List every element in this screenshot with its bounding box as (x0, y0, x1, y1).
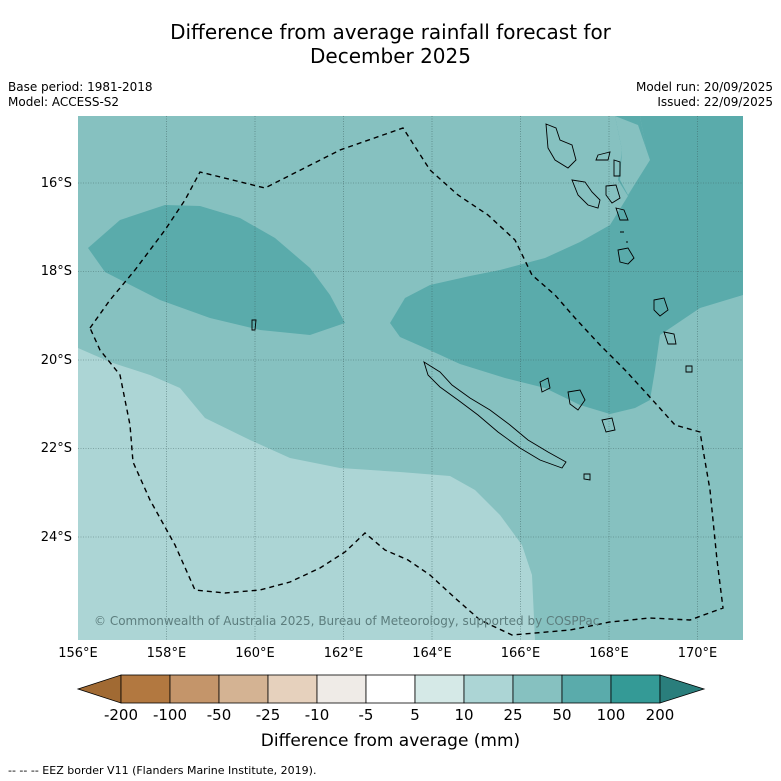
lon-label-156e: 156°E (58, 646, 98, 661)
eez-border (89, 127, 724, 636)
base-period: Base period: 1981-2018 (8, 80, 153, 94)
colorbar-title: Difference from average (mm) (260, 731, 521, 751)
vanuatu-espiritu-santo-coastline (545, 123, 577, 169)
colorbar-segment (512, 674, 563, 704)
colorbar-tick-label: 200 (645, 706, 675, 724)
model-run: Model run: 20/09/2025 (635, 80, 773, 94)
colorbar-tick-label: -50 (206, 706, 232, 724)
colorbar-extend-low (76, 674, 122, 704)
new-caledonia-coastline (423, 360, 567, 469)
loyalty-islands-coastline (539, 377, 616, 433)
vanuatu-small-islands-coastline (595, 151, 635, 265)
graticule (78, 116, 743, 640)
region-50-100-east (390, 116, 743, 414)
colorbar-tick-label: 5 (410, 706, 420, 724)
colorbar-tick-label: 50 (552, 706, 572, 724)
lat-label-18s: 18°S (40, 264, 72, 279)
model-name: Model: ACCESS-S2 (8, 95, 120, 109)
colorbar-tick-label: -200 (103, 706, 139, 724)
colorbar-segment (120, 674, 171, 704)
lat-label-20s: 20°S (40, 353, 72, 368)
colorbar-segment (218, 674, 269, 704)
colorbar-segment (365, 674, 416, 704)
issued-date: Issued: 22/09/2025 (657, 95, 773, 109)
footnote: -- -- -- EEZ border V11 (Flanders Marine… (8, 764, 317, 777)
vanuatu-south-coastline (653, 297, 693, 373)
lon-label-168e: 168°E (589, 646, 629, 661)
lat-label-16s: 16°S (40, 176, 72, 191)
lon-label-158e: 158°E (146, 646, 187, 661)
colorbar-tick-label: 100 (596, 706, 626, 724)
colorbar-segment (463, 674, 514, 704)
coastlines (251, 123, 693, 481)
colorbar-segment (169, 674, 220, 704)
colorbar-tick-label: -10 (304, 706, 330, 724)
colorbar-segment (610, 674, 661, 704)
lat-label-22s: 22°S (40, 441, 72, 456)
colorbar-segment (316, 674, 367, 704)
colorbar-tick-label: -5 (358, 706, 374, 724)
colorbar-tick-label: 10 (454, 706, 474, 724)
copyright-text: © Commonwealth of Australia 2025, Bureau… (94, 614, 600, 628)
chart-title: Difference from average rainfall forecas… (0, 20, 781, 68)
lon-label-166e: 166°E (500, 646, 541, 661)
colorbar (76, 674, 706, 704)
colorbar-tick-label: 25 (503, 706, 523, 724)
region-10-25 (78, 348, 535, 640)
lon-label-170e: 170°E (677, 646, 718, 661)
colorbar-tick-label: -100 (152, 706, 188, 724)
colorbar-tick-label: -25 (255, 706, 281, 724)
isle-of-pines-coastline (583, 473, 591, 481)
lon-label-162e: 162°E (323, 646, 364, 661)
title-line-1: Difference from average rainfall forecas… (170, 20, 611, 44)
chesterfield-coastline (251, 319, 257, 331)
lon-label-160e: 160°E (235, 646, 275, 661)
meta-right: Model run: 20/09/2025 Issued: 22/09/2025 (636, 80, 773, 110)
colorbar-segment (414, 674, 465, 704)
region-50-100-west (88, 205, 345, 335)
colorbar-segment (561, 674, 612, 704)
map-field (78, 116, 743, 640)
vanuatu-malekula-coastline (571, 179, 601, 209)
colorbar-extend-high (659, 674, 706, 704)
lat-label-24s: 24°S (40, 530, 72, 545)
region-10-25-notch (615, 116, 650, 195)
colorbar-segment (267, 674, 318, 704)
title-line-2: December 2025 (310, 44, 471, 68)
lon-label-164e: 164°E (412, 646, 452, 661)
meta-left: Base period: 1981-2018 Model: ACCESS-S2 (8, 80, 153, 110)
